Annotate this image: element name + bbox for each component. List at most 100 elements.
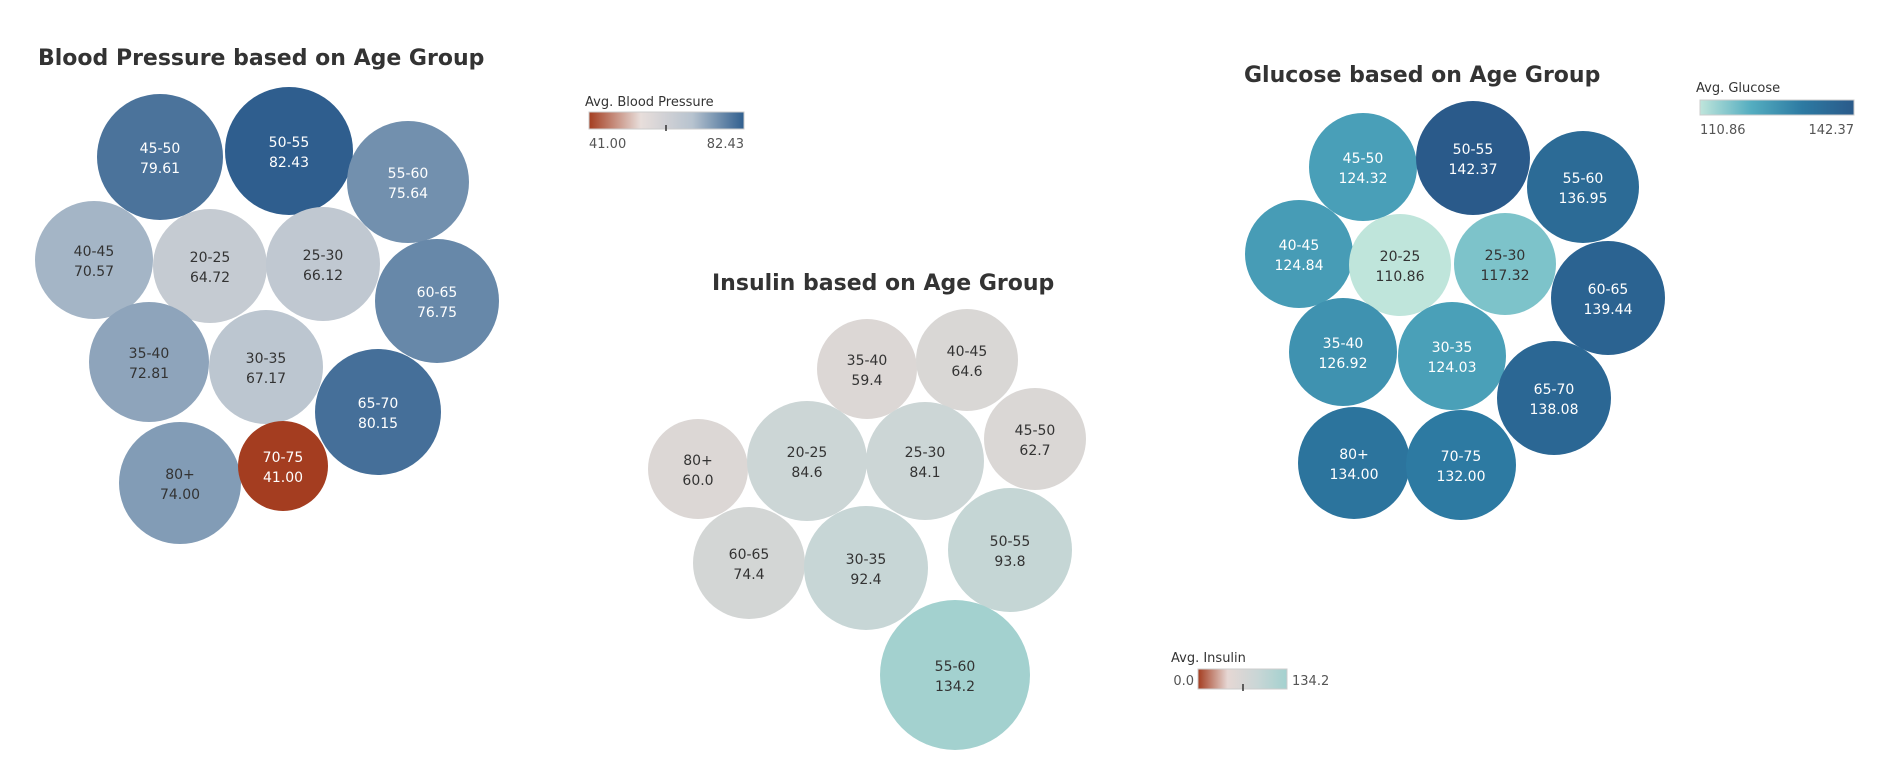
bubble-circle[interactable]: [648, 419, 748, 519]
bubble-circle[interactable]: [347, 121, 469, 243]
bubble-circle[interactable]: [693, 507, 805, 619]
bubble-circle[interactable]: [266, 207, 380, 321]
bp-legend-min: 41.00: [589, 137, 626, 152]
glucose-bubble-80plus[interactable]: 80+ 134.00: [1298, 407, 1410, 519]
glucose-legend: Avg. Glucose 110.86 142.37: [1696, 81, 1855, 138]
bubble-circle[interactable]: [1454, 213, 1556, 315]
glucose-bubble-30-35[interactable]: 30-35 124.03: [1398, 302, 1506, 410]
glucose-chart-title: Glucose based on Age Group: [1244, 63, 1600, 88]
bubble-circle[interactable]: [984, 388, 1086, 490]
bubble-circle[interactable]: [916, 309, 1018, 411]
bp-bubble-80plus[interactable]: 80+ 74.00: [119, 422, 241, 544]
bubble-category-label: 80+: [683, 453, 713, 469]
bubble-circle[interactable]: [1398, 302, 1506, 410]
insulin-legend-max: 134.2: [1292, 674, 1329, 689]
bubble-category-label: 80+: [165, 467, 195, 483]
glucose-bubble-35-40[interactable]: 35-40 126.92: [1289, 298, 1397, 406]
bubble-value-label: 76.75: [417, 305, 457, 321]
bubble-circle[interactable]: [315, 349, 441, 475]
bubble-value-label: 59.4: [851, 373, 882, 389]
insulin-bubbles: 35-40 59.4 40-45 64.6 45-50 62.7 80+ 60.0 20-25 8…: [648, 309, 1086, 750]
bp-bubble-35-40[interactable]: 35-40 72.81: [89, 302, 209, 422]
bp-bubble-30-35[interactable]: 30-35 67.17: [209, 310, 323, 424]
bubble-circle[interactable]: [225, 87, 353, 215]
insulin-bubble-30-35[interactable]: 30-35 92.4: [804, 506, 928, 630]
bubble-circle[interactable]: [35, 201, 153, 319]
bubble-circle[interactable]: [747, 401, 867, 521]
bubble-value-label: 136.95: [1559, 191, 1608, 207]
bubble-circle[interactable]: [1416, 101, 1530, 215]
glucose-bubble-50-55[interactable]: 50-55 142.37: [1416, 101, 1530, 215]
insulin-bubble-35-40[interactable]: 35-40 59.4: [817, 319, 917, 419]
bubble-value-label: 60.0: [682, 473, 713, 489]
bubble-circle[interactable]: [1349, 214, 1451, 316]
bubble-value-label: 79.61: [140, 161, 180, 177]
bubble-circle[interactable]: [1309, 113, 1417, 221]
bubble-circle[interactable]: [97, 94, 223, 220]
bubble-circle[interactable]: [1289, 298, 1397, 406]
bubble-circle[interactable]: [817, 319, 917, 419]
bubble-value-label: 142.37: [1449, 162, 1498, 178]
bubble-circle[interactable]: [119, 422, 241, 544]
bubble-value-label: 134.2: [935, 679, 975, 695]
insulin-bubble-60-65[interactable]: 60-65 74.4: [693, 507, 805, 619]
insulin-bubble-40-45[interactable]: 40-45 64.6: [916, 309, 1018, 411]
bubble-circle[interactable]: [866, 402, 984, 520]
insulin-legend-title: Avg. Insulin: [1171, 651, 1246, 666]
bubble-circle[interactable]: [1497, 341, 1611, 455]
glucose-bubble-20-25[interactable]: 20-25 110.86: [1349, 214, 1451, 316]
bubble-value-label: 92.4: [850, 572, 881, 588]
insulin-bubble-20-25[interactable]: 20-25 84.6: [747, 401, 867, 521]
bubble-category-label: 80+: [1339, 447, 1369, 463]
glucose-bubble-25-30[interactable]: 25-30 117.32: [1454, 213, 1556, 315]
bubble-category-label: 55-60: [388, 166, 429, 182]
glucose-bubble-40-45[interactable]: 40-45 124.84: [1245, 200, 1353, 308]
bubble-value-label: 139.44: [1584, 302, 1633, 318]
bp-bubble-65-70[interactable]: 65-70 80.15: [315, 349, 441, 475]
bubble-circle[interactable]: [89, 302, 209, 422]
glucose-bubble-60-65[interactable]: 60-65 139.44: [1551, 241, 1665, 355]
bubble-circle[interactable]: [375, 239, 499, 363]
insulin-bubble-80plus[interactable]: 80+ 60.0: [648, 419, 748, 519]
bubble-category-label: 40-45: [947, 344, 988, 360]
bp-bubble-50-55[interactable]: 50-55 82.43: [225, 87, 353, 215]
bubble-circle[interactable]: [153, 209, 267, 323]
bubble-value-label: 126.92: [1319, 356, 1368, 372]
insulin-legend: Avg. Insulin 0.0 134.2: [1171, 651, 1329, 691]
glucose-bubble-45-50[interactable]: 45-50 124.32: [1309, 113, 1417, 221]
insulin-bubble-50-55[interactable]: 50-55 93.8: [948, 488, 1072, 612]
bubble-circle[interactable]: [1551, 241, 1665, 355]
bp-bubble-45-50[interactable]: 45-50 79.61: [97, 94, 223, 220]
bubble-circle[interactable]: [209, 310, 323, 424]
insulin-bubble-25-30[interactable]: 25-30 84.1: [866, 402, 984, 520]
bubble-circle[interactable]: [1298, 407, 1410, 519]
glucose-legend-max: 142.37: [1809, 123, 1855, 138]
bubble-value-label: 64.6: [951, 364, 982, 380]
glucose-bubble-65-70[interactable]: 65-70 138.08: [1497, 341, 1611, 455]
glucose-bubble-70-75[interactable]: 70-75 132.00: [1406, 410, 1516, 520]
bubble-value-label: 72.81: [129, 366, 169, 382]
bubble-category-label: 60-65: [1588, 282, 1629, 298]
bp-bubble-25-30[interactable]: 25-30 66.12: [266, 207, 380, 321]
bubble-circle[interactable]: [1527, 131, 1639, 243]
bubble-circle[interactable]: [880, 600, 1030, 750]
bubble-category-label: 55-60: [935, 659, 976, 675]
glucose-bubble-55-60[interactable]: 55-60 136.95: [1527, 131, 1639, 243]
bp-bubble-55-60[interactable]: 55-60 75.64: [347, 121, 469, 243]
insulin-bubble-45-50[interactable]: 45-50 62.7: [984, 388, 1086, 490]
insulin-bubble-55-60[interactable]: 55-60 134.2: [880, 600, 1030, 750]
bubble-circle[interactable]: [238, 421, 328, 511]
bubble-category-label: 20-25: [787, 445, 828, 461]
bubble-value-label: 62.7: [1019, 443, 1050, 459]
bubble-circle[interactable]: [1245, 200, 1353, 308]
bp-bubble-40-45[interactable]: 40-45 70.57: [35, 201, 153, 319]
bubble-category-label: 45-50: [1015, 423, 1056, 439]
bubble-category-label: 45-50: [1343, 151, 1384, 167]
bubble-circle[interactable]: [804, 506, 928, 630]
bubble-circle[interactable]: [1406, 410, 1516, 520]
insulin-chart: Insulin based on Age Group Avg. Insulin …: [648, 271, 1329, 750]
bubble-circle[interactable]: [948, 488, 1072, 612]
bp-bubble-70-75[interactable]: 70-75 41.00: [238, 421, 328, 511]
bp-bubble-60-65[interactable]: 60-65 76.75: [375, 239, 499, 363]
bp-bubble-20-25[interactable]: 20-25 64.72: [153, 209, 267, 323]
